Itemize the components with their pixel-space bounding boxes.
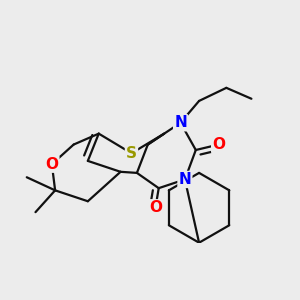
Text: S: S	[126, 146, 137, 161]
Text: O: O	[212, 137, 225, 152]
Text: O: O	[45, 157, 58, 172]
Text: O: O	[149, 200, 162, 215]
Text: N: N	[174, 115, 187, 130]
Text: N: N	[178, 172, 191, 187]
